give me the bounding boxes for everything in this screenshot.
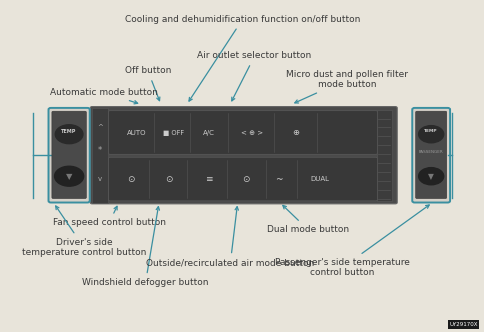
- Text: Windshield defogger button: Windshield defogger button: [82, 207, 208, 287]
- Text: ⊙: ⊙: [242, 175, 249, 184]
- Text: ~: ~: [274, 175, 282, 184]
- FancyBboxPatch shape: [48, 108, 90, 203]
- Text: ≡: ≡: [204, 175, 212, 184]
- Text: ▼: ▼: [66, 172, 72, 181]
- Text: AUTO: AUTO: [127, 129, 146, 135]
- Text: Cooling and dehumidification function on/off button: Cooling and dehumidification function on…: [124, 15, 360, 101]
- Text: ⊕: ⊕: [292, 128, 299, 137]
- Text: *: *: [98, 146, 102, 155]
- Text: ⊙: ⊙: [165, 175, 172, 184]
- Text: Air outlet selector button: Air outlet selector button: [197, 51, 311, 101]
- Text: Fan speed control button: Fan speed control button: [53, 206, 165, 227]
- Text: ■ OFF: ■ OFF: [163, 129, 184, 135]
- Text: DUAL: DUAL: [310, 176, 329, 182]
- Text: UY29170X: UY29170X: [448, 322, 477, 327]
- Text: ▼: ▼: [427, 172, 433, 181]
- Text: A/C: A/C: [202, 129, 214, 135]
- Circle shape: [54, 166, 83, 186]
- Bar: [376, 110, 392, 201]
- FancyBboxPatch shape: [411, 108, 449, 203]
- Text: Passenger's side temperature
control button: Passenger's side temperature control but…: [274, 205, 428, 277]
- Text: ⊙: ⊙: [127, 175, 135, 184]
- Text: PASSENGER: PASSENGER: [418, 150, 443, 154]
- Text: TEMP: TEMP: [61, 129, 76, 134]
- Text: Driver's side
temperature control button: Driver's side temperature control button: [22, 206, 146, 257]
- Bar: [92, 108, 107, 203]
- Text: Outside/recirculated air mode button: Outside/recirculated air mode button: [146, 207, 314, 267]
- FancyBboxPatch shape: [90, 107, 396, 204]
- Text: Micro dust and pollen filter
mode button: Micro dust and pollen filter mode button: [285, 70, 407, 103]
- FancyBboxPatch shape: [108, 157, 377, 201]
- FancyBboxPatch shape: [415, 111, 446, 199]
- Circle shape: [55, 125, 83, 144]
- Circle shape: [418, 168, 443, 185]
- Text: ^: ^: [97, 124, 103, 130]
- FancyBboxPatch shape: [52, 111, 86, 199]
- FancyBboxPatch shape: [108, 111, 377, 154]
- Text: TEMP: TEMP: [424, 129, 437, 133]
- Text: < ⊕ >: < ⊕ >: [241, 129, 263, 135]
- Text: Dual mode button: Dual mode button: [266, 206, 348, 234]
- Text: Off button: Off button: [124, 66, 171, 101]
- Text: v: v: [98, 176, 102, 182]
- Text: Automatic mode button: Automatic mode button: [50, 88, 158, 104]
- Circle shape: [418, 125, 443, 143]
